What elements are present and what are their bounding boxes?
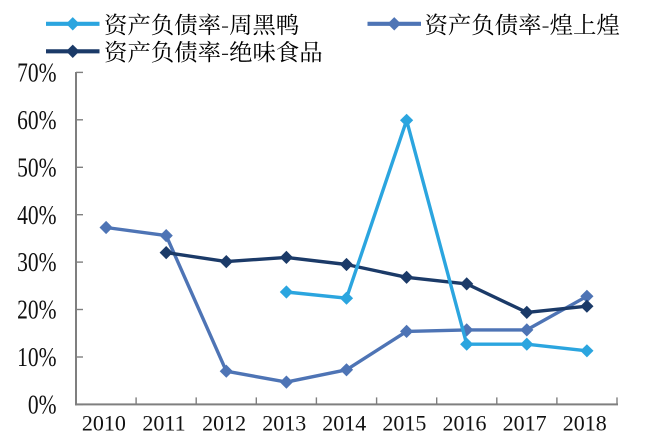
svg-text:2014: 2014 — [322, 411, 366, 436]
svg-text:2013: 2013 — [262, 411, 306, 436]
svg-text:2017: 2017 — [503, 411, 547, 436]
svg-text:60%: 60% — [17, 106, 56, 136]
svg-text:2011: 2011 — [142, 411, 185, 436]
svg-text:40%: 40% — [17, 200, 56, 230]
svg-text:10%: 10% — [17, 343, 56, 373]
svg-text:30%: 30% — [17, 248, 56, 278]
svg-text:2018: 2018 — [563, 411, 607, 436]
svg-text:20%: 20% — [17, 295, 56, 325]
svg-text:0%: 0% — [28, 390, 57, 420]
svg-text:2016: 2016 — [443, 411, 487, 436]
svg-text:2010: 2010 — [82, 411, 126, 436]
svg-text:50%: 50% — [17, 153, 56, 183]
svg-text:2012: 2012 — [202, 411, 246, 436]
svg-text:2015: 2015 — [382, 411, 426, 436]
svg-text:70%: 70% — [17, 58, 56, 88]
